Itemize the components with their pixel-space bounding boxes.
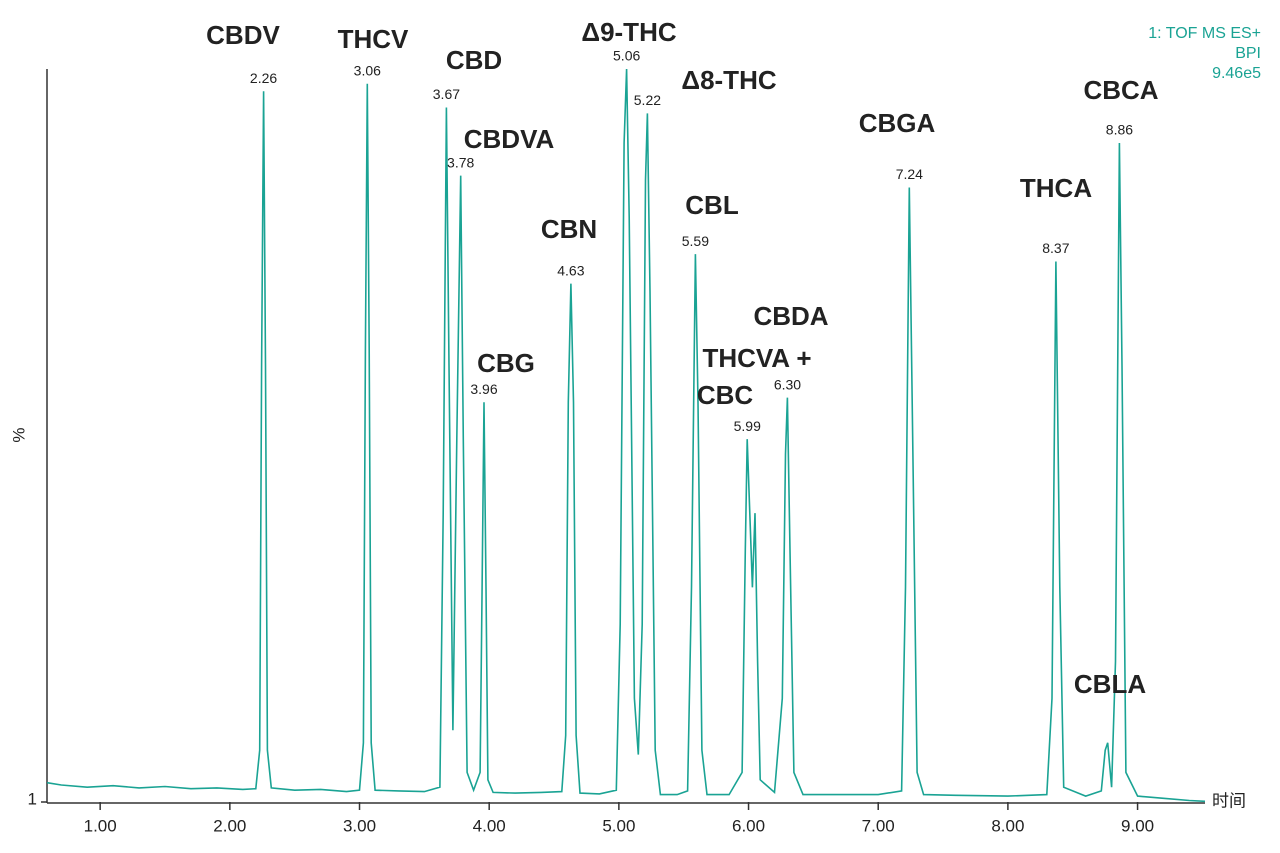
compound-name: Δ9-THC [581,17,676,47]
compound-name: THCA [1020,173,1092,203]
compound-name: CBC [697,380,754,410]
compound-name: CBDV [206,20,280,50]
x-tick-label: 1.00 [84,816,117,835]
peak-time-label: 3.96 [470,381,497,397]
peak-time-label: 5.99 [734,418,761,434]
peak-time-label: 5.22 [634,92,661,108]
peak-time-label: 5.59 [682,233,709,249]
y-tick-label: 1 [28,789,37,808]
compound-name: THCV [338,24,409,54]
compound-name: Δ8-THC [681,65,776,95]
compound-name: CBGA [859,108,936,138]
compound-name: CBCA [1083,75,1158,105]
compound-name: CBDA [753,301,828,331]
x-tick-label: 9.00 [1121,816,1154,835]
compound-name: CBD [446,45,502,75]
peak-time-label: 3.06 [354,63,381,79]
compound-name: CBDVA [464,124,555,154]
peak-time-label: 5.06 [613,48,640,64]
peak-time-label: 7.24 [896,166,923,182]
trace-info: BPI [1235,45,1261,62]
trace-info: 9.46e5 [1212,65,1261,82]
trace [46,68,1206,803]
compound-name: THCVA + [702,343,811,373]
peak-time-label: 6.30 [774,376,801,392]
peak-time-label: 8.86 [1106,122,1133,138]
x-tick-label: 3.00 [343,816,376,835]
x-tick-label: 8.00 [991,816,1024,835]
compound-name: CBL [685,190,739,220]
compound-name: CBLA [1074,669,1146,699]
x-tick-label: 6.00 [732,816,765,835]
compound-name: CBG [477,348,535,378]
peak-time-label: 4.63 [557,262,584,278]
x-tick-label: 4.00 [473,816,506,835]
peak-time-label: 3.67 [433,86,460,102]
trace-info: 1: TOF MS ES+ [1148,25,1261,42]
x-axis-label: 时间 [1212,791,1246,810]
peak-time-label: 8.37 [1042,240,1069,256]
x-tick-label: 5.00 [602,816,635,835]
peak-time-label: 3.78 [447,154,474,170]
y-axis-label: % [9,427,28,442]
x-tick-label: 2.00 [213,816,246,835]
x-tick-label: 7.00 [862,816,895,835]
peak-time-label: 2.26 [250,70,277,86]
compound-name: CBN [541,214,597,244]
